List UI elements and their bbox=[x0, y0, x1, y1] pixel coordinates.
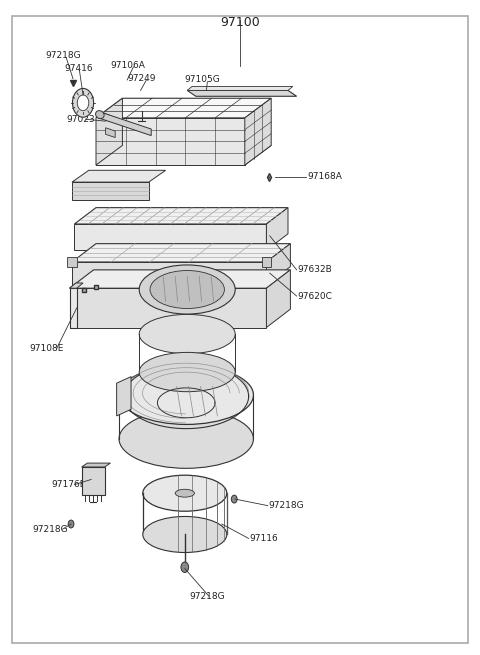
Polygon shape bbox=[70, 283, 83, 288]
Polygon shape bbox=[266, 244, 290, 285]
Text: 97168A: 97168A bbox=[307, 172, 342, 181]
Polygon shape bbox=[187, 90, 297, 96]
Text: 97416: 97416 bbox=[65, 64, 94, 73]
Ellipse shape bbox=[119, 365, 253, 424]
Polygon shape bbox=[96, 98, 271, 118]
Ellipse shape bbox=[139, 352, 235, 392]
Polygon shape bbox=[187, 86, 293, 90]
Text: 97100: 97100 bbox=[220, 16, 260, 29]
Text: 97218G: 97218G bbox=[33, 525, 68, 534]
Polygon shape bbox=[72, 170, 166, 182]
Circle shape bbox=[68, 520, 74, 528]
Polygon shape bbox=[245, 98, 271, 165]
FancyBboxPatch shape bbox=[12, 16, 468, 643]
Polygon shape bbox=[72, 182, 149, 200]
Text: 97218G: 97218G bbox=[46, 51, 81, 60]
Polygon shape bbox=[117, 377, 131, 416]
Polygon shape bbox=[72, 244, 290, 262]
Polygon shape bbox=[82, 467, 105, 495]
Polygon shape bbox=[70, 288, 266, 328]
Bar bbox=[67, 257, 77, 267]
Polygon shape bbox=[266, 270, 290, 328]
Polygon shape bbox=[70, 288, 77, 328]
Bar bbox=[262, 257, 271, 267]
Ellipse shape bbox=[96, 111, 104, 119]
Text: 97176E: 97176E bbox=[52, 480, 86, 489]
Text: 97620C: 97620C bbox=[298, 291, 333, 301]
Text: 97108E: 97108E bbox=[30, 344, 64, 353]
Text: 97249: 97249 bbox=[127, 74, 156, 83]
Polygon shape bbox=[96, 98, 122, 165]
Circle shape bbox=[181, 562, 189, 572]
Text: 97105G: 97105G bbox=[185, 75, 220, 84]
Ellipse shape bbox=[175, 489, 194, 497]
Text: 97023: 97023 bbox=[66, 115, 95, 124]
Text: 97632B: 97632B bbox=[298, 265, 332, 274]
Ellipse shape bbox=[139, 265, 235, 314]
Polygon shape bbox=[98, 111, 151, 136]
Polygon shape bbox=[82, 463, 110, 467]
Polygon shape bbox=[70, 270, 290, 288]
Circle shape bbox=[77, 95, 89, 111]
Polygon shape bbox=[74, 208, 288, 224]
Text: 97218G: 97218G bbox=[190, 591, 225, 601]
Polygon shape bbox=[72, 262, 266, 285]
Polygon shape bbox=[96, 118, 245, 165]
Polygon shape bbox=[106, 128, 115, 138]
Polygon shape bbox=[74, 224, 266, 250]
Ellipse shape bbox=[143, 516, 227, 553]
Ellipse shape bbox=[143, 476, 227, 511]
Polygon shape bbox=[266, 208, 288, 250]
Text: 97218G: 97218G bbox=[269, 501, 304, 510]
Ellipse shape bbox=[119, 409, 253, 468]
Ellipse shape bbox=[150, 271, 225, 309]
Ellipse shape bbox=[139, 314, 235, 354]
Polygon shape bbox=[96, 145, 271, 165]
Text: 97116: 97116 bbox=[250, 534, 278, 543]
Text: 97106A: 97106A bbox=[110, 61, 145, 70]
Circle shape bbox=[72, 88, 94, 117]
Circle shape bbox=[231, 495, 237, 503]
